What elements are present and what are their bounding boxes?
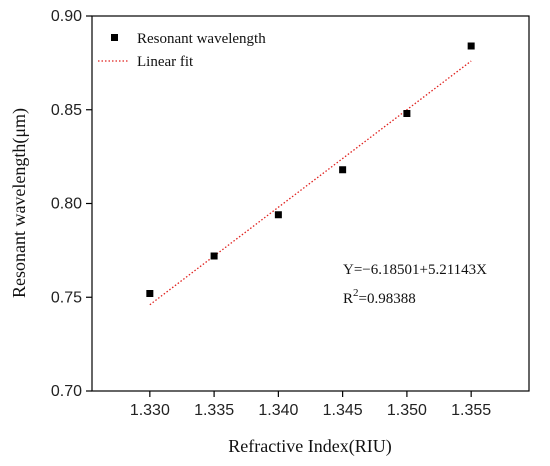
fit-equation: Y=−6.18501+5.21143X xyxy=(343,262,487,278)
y-tick-label: 0.80 xyxy=(51,196,82,213)
data-point xyxy=(339,166,347,174)
legend-marker-resonant-wavelength xyxy=(111,34,118,41)
y-tick-label: 0.85 xyxy=(51,102,82,119)
y-tick-label: 0.90 xyxy=(51,8,82,25)
y-tick-label: 0.70 xyxy=(51,383,82,400)
x-tick-label: 1.345 xyxy=(323,402,363,419)
series-layer xyxy=(146,42,475,306)
linear-fit-line xyxy=(149,60,472,306)
x-tick-label: 1.340 xyxy=(258,402,298,419)
legend: Resonant wavelength Linear fit xyxy=(98,31,266,70)
y-axis-label: Resonant wavelength(μm) xyxy=(9,108,30,298)
legend-label-linear-fit: Linear fit xyxy=(137,54,194,70)
plot-frame xyxy=(91,15,530,392)
y-tick-label: 0.75 xyxy=(51,289,82,306)
r-squared-superscript: 2 xyxy=(353,287,359,299)
x-axis-ticks: 1.330 1.335 1.340 1.345 1.350 1.355 xyxy=(130,391,491,419)
x-tick-label: 1.355 xyxy=(451,402,491,419)
x-tick-label: 1.335 xyxy=(194,402,234,419)
data-point xyxy=(467,42,475,50)
r-squared-prefix: R xyxy=(343,291,353,307)
data-point xyxy=(146,290,154,297)
data-point xyxy=(403,110,411,117)
data-point xyxy=(210,252,218,260)
x-tick-label: 1.350 xyxy=(387,402,427,419)
r-squared-value: =0.98388 xyxy=(359,291,416,307)
y-axis-ticks: 0.70 0.75 0.80 0.85 0.90 xyxy=(51,8,92,400)
r-squared: R2=0.98388 xyxy=(343,287,416,307)
legend-label-resonant-wavelength: Resonant wavelength xyxy=(137,31,266,47)
data-point xyxy=(274,211,282,219)
x-tick-label: 1.330 xyxy=(130,402,170,419)
x-axis-label: Refractive Index(RIU) xyxy=(228,436,391,457)
